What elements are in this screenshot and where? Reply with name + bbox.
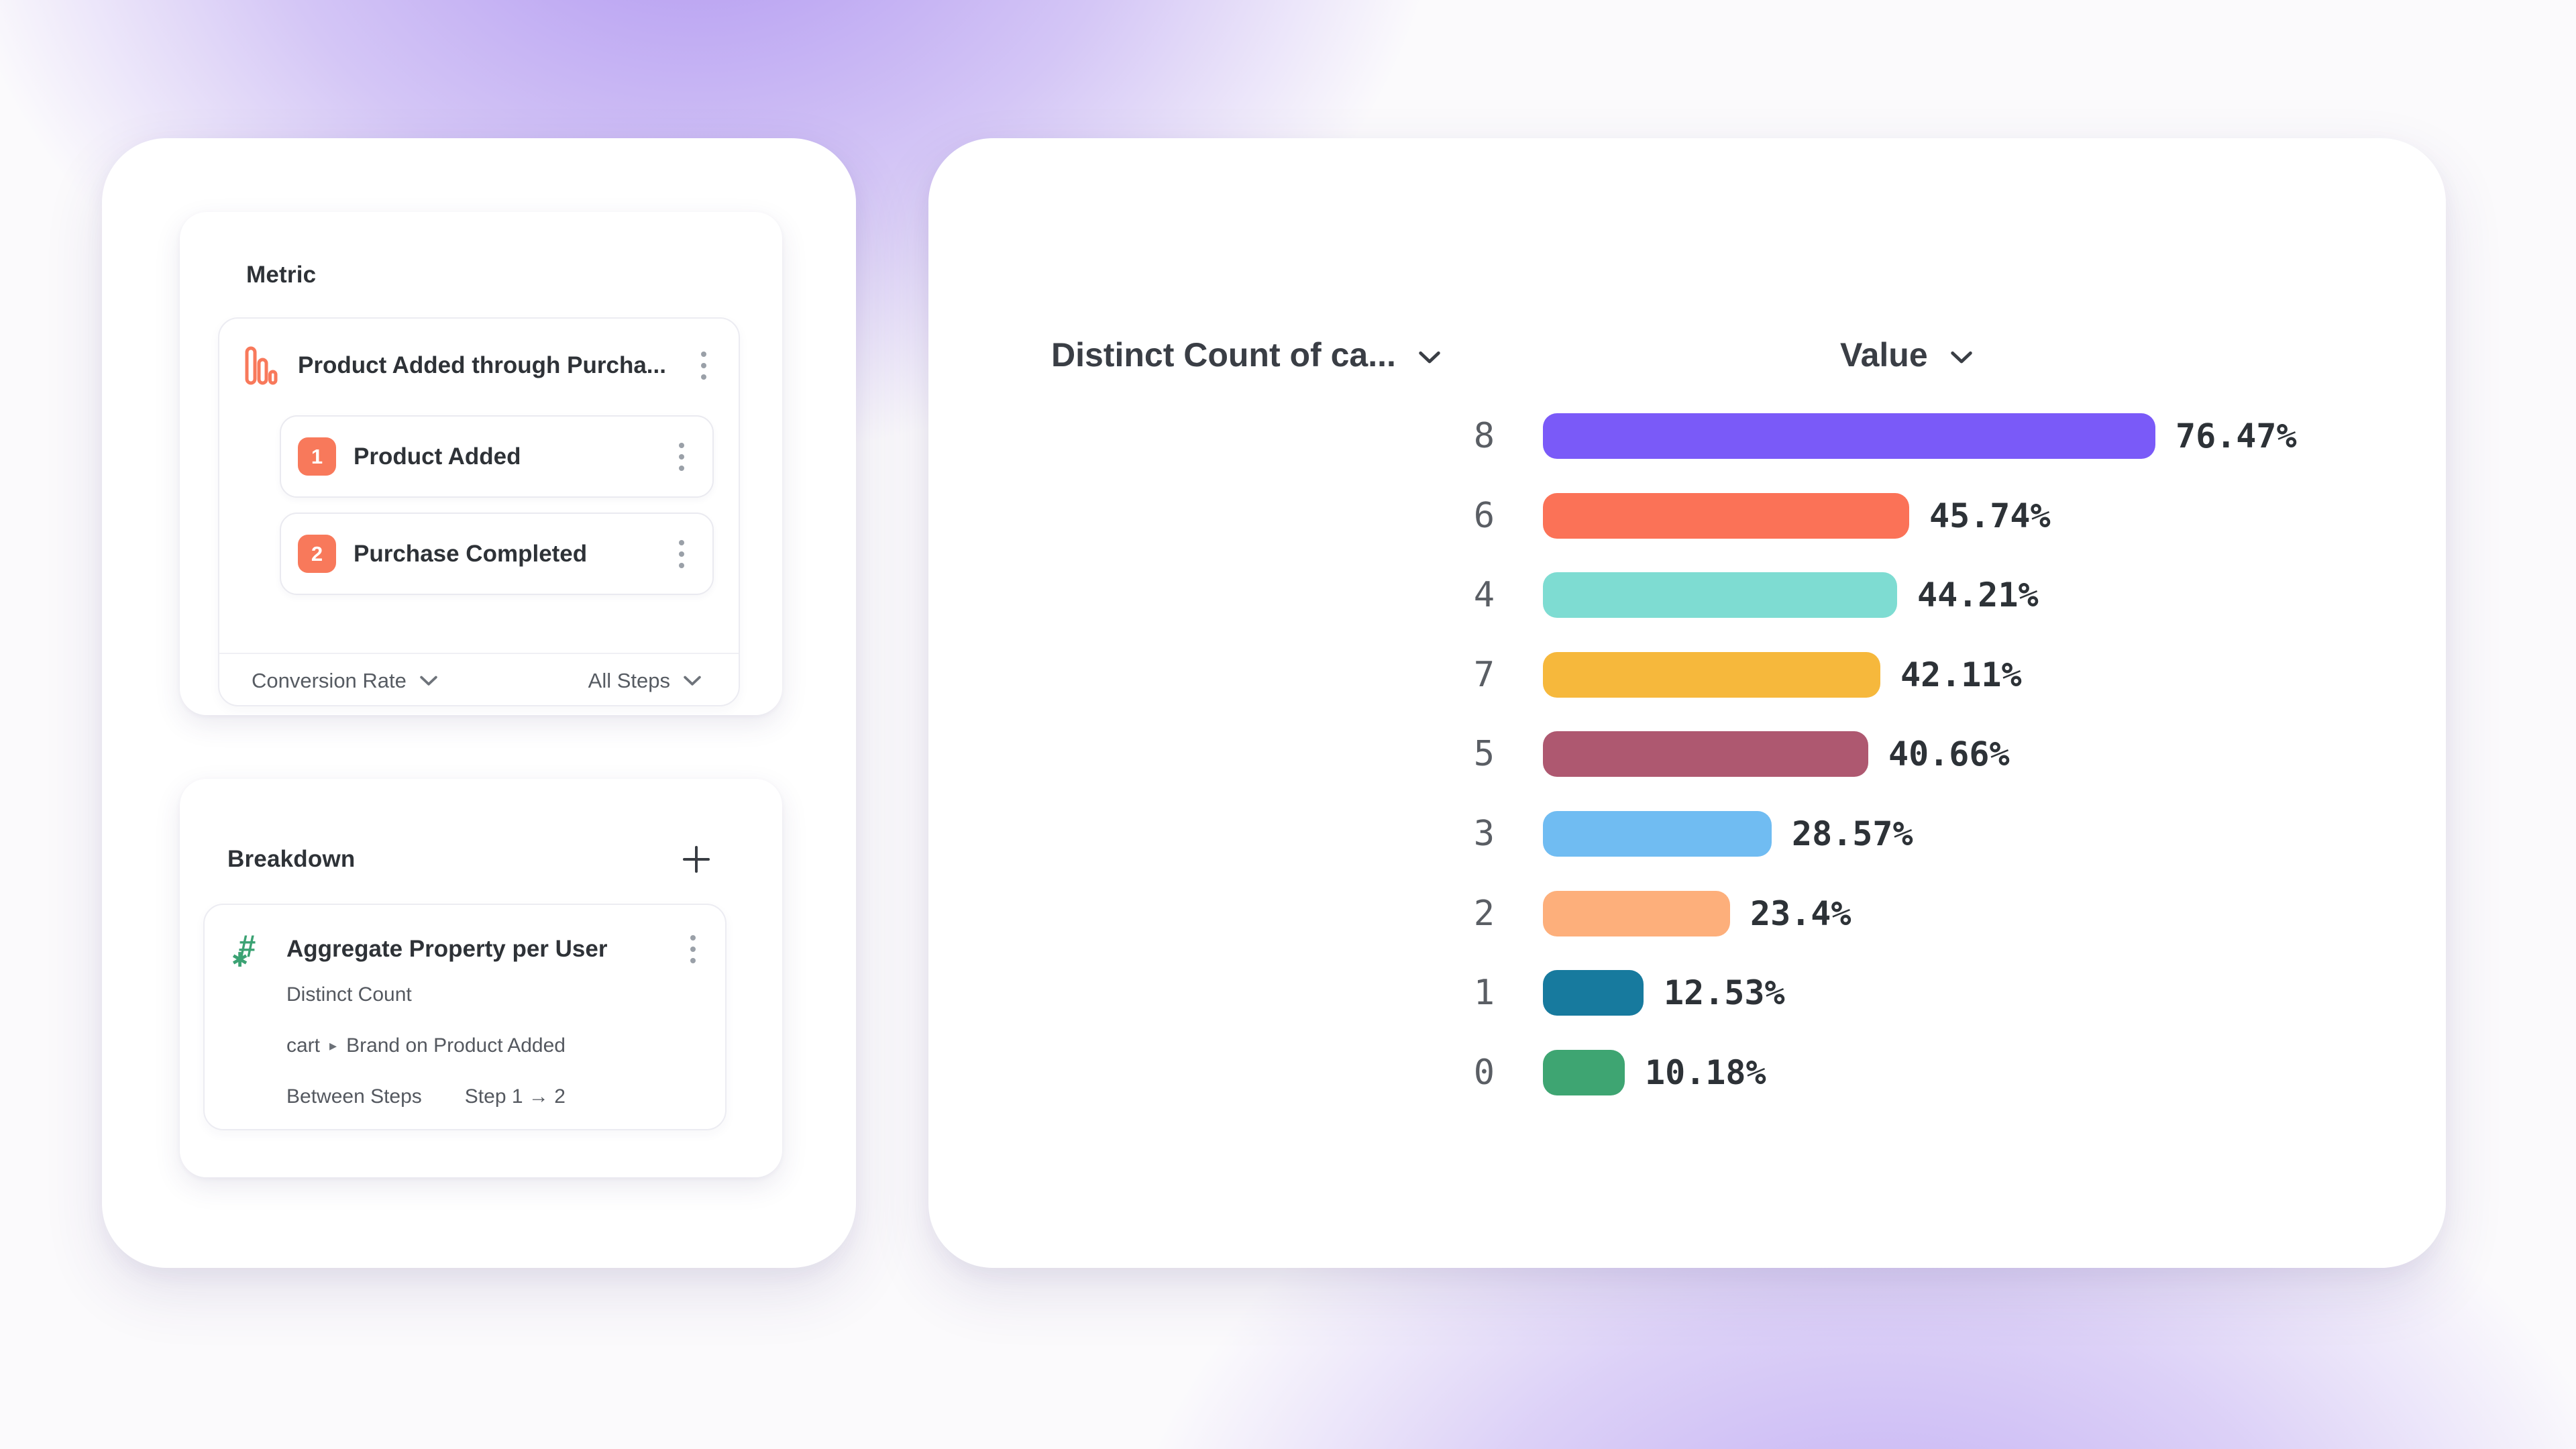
category-label: 1 bbox=[1473, 973, 1495, 1013]
aggregate-number-icon: # ✱ bbox=[231, 928, 256, 971]
bar[interactable] bbox=[1543, 811, 1772, 857]
bar[interactable] bbox=[1543, 731, 1868, 777]
chart-row: 2 23.4% bbox=[928, 891, 2446, 936]
kebab-menu-icon[interactable] bbox=[685, 930, 701, 969]
category-label: 5 bbox=[1473, 734, 1495, 774]
property-parent-label: cart bbox=[286, 1034, 321, 1057]
value-label: 44.21% bbox=[1917, 576, 2039, 614]
measure-dropdown[interactable]: Conversion Rate bbox=[252, 669, 437, 693]
scope-label: Between Steps bbox=[286, 1085, 422, 1108]
bar[interactable] bbox=[1543, 652, 1880, 698]
value-label: 42.11% bbox=[1900, 655, 2022, 694]
bar[interactable] bbox=[1543, 970, 1644, 1016]
divider bbox=[219, 653, 739, 654]
chevron-down-icon bbox=[1419, 351, 1440, 364]
kebab-menu-icon[interactable] bbox=[674, 535, 690, 574]
value-label: 40.66% bbox=[1888, 735, 2010, 773]
scope-value: Step 1 → 2 bbox=[464, 1085, 566, 1108]
config-column-card: Metric Product Added through Purcha... bbox=[102, 138, 856, 1268]
funnel-step-row-2[interactable]: 2 Purchase Completed bbox=[280, 513, 714, 595]
chart-row: 5 40.66% bbox=[928, 731, 2446, 777]
chart-row: 4 44.21% bbox=[928, 572, 2446, 618]
kebab-menu-icon[interactable] bbox=[674, 437, 690, 476]
chart-row: 0 10.18% bbox=[928, 1050, 2446, 1095]
funnel-metric-header[interactable]: Product Added through Purcha... bbox=[219, 319, 739, 413]
category-label: 0 bbox=[1473, 1053, 1495, 1093]
bar[interactable] bbox=[1543, 493, 1909, 539]
breakdown-aggregation-row[interactable]: Distinct Count bbox=[286, 983, 412, 1006]
kebab-menu-icon[interactable] bbox=[696, 346, 712, 385]
step-number-badge: 2 bbox=[298, 535, 336, 573]
category-label: 2 bbox=[1473, 894, 1495, 934]
chart-row: 7 42.11% bbox=[928, 652, 2446, 698]
funnel-bars-icon bbox=[244, 346, 278, 385]
chart-category-header-dropdown[interactable]: Distinct Count of ca... bbox=[1051, 335, 1440, 374]
category-label: 8 bbox=[1473, 416, 1495, 456]
bar[interactable] bbox=[1543, 891, 1730, 936]
step-number-badge: 1 bbox=[298, 437, 336, 476]
aggregation-label: Distinct Count bbox=[286, 983, 412, 1006]
chart-card: Distinct Count of ca... Value 8 76.47% 6… bbox=[928, 138, 2446, 1268]
funnel-metric-title: Product Added through Purcha... bbox=[298, 352, 666, 378]
breakdown-panel: Breakdown # ✱ Aggregate Property per User… bbox=[180, 779, 782, 1177]
add-breakdown-button[interactable] bbox=[678, 841, 715, 878]
value-label: 10.18% bbox=[1645, 1053, 1766, 1092]
measure-dropdown-label: Conversion Rate bbox=[252, 669, 407, 692]
breakdown-scope-row[interactable]: Between Steps Step 1 → 2 bbox=[286, 1085, 566, 1108]
steps-scope-dropdown-label: All Steps bbox=[588, 669, 670, 692]
breakdown-item-header[interactable]: # ✱ Aggregate Property per User bbox=[205, 917, 725, 981]
chart-row: 1 12.53% bbox=[928, 970, 2446, 1016]
bar[interactable] bbox=[1543, 1050, 1625, 1095]
step-label: Purchase Completed bbox=[354, 540, 588, 567]
chart-category-header-label: Distinct Count of ca... bbox=[1051, 336, 1396, 374]
bar[interactable] bbox=[1543, 413, 2155, 459]
category-label: 3 bbox=[1473, 814, 1495, 854]
step-label: Product Added bbox=[354, 443, 521, 470]
plus-icon bbox=[683, 846, 710, 873]
chart-row: 3 28.57% bbox=[928, 811, 2446, 857]
breakdown-item-title: Aggregate Property per User bbox=[286, 936, 608, 962]
chart-value-header-label: Value bbox=[1840, 336, 1928, 374]
category-label: 4 bbox=[1473, 575, 1495, 615]
breakdown-item-card: # ✱ Aggregate Property per User Distinct … bbox=[203, 904, 727, 1130]
chart-row: 8 76.47% bbox=[928, 413, 2446, 459]
bar[interactable] bbox=[1543, 572, 1897, 618]
value-label: 28.57% bbox=[1792, 814, 1913, 853]
breakdown-property-row[interactable]: cart ▸ Brand on Product Added bbox=[286, 1034, 566, 1057]
value-label: 45.74% bbox=[1929, 496, 2051, 535]
value-label: 12.53% bbox=[1664, 973, 1785, 1012]
steps-scope-dropdown[interactable]: All Steps bbox=[588, 669, 701, 693]
category-label: 6 bbox=[1473, 496, 1495, 536]
funnel-footer: Conversion Rate All Steps bbox=[252, 654, 701, 708]
metric-panel-title: Metric bbox=[246, 262, 317, 288]
metric-panel: Metric Product Added through Purcha... bbox=[180, 212, 782, 715]
chevron-down-icon bbox=[420, 676, 437, 686]
chevron-down-icon bbox=[684, 676, 701, 686]
chevron-down-icon bbox=[1950, 351, 1972, 364]
triangle-right-icon: ▸ bbox=[329, 1037, 337, 1054]
chart-value-header-dropdown[interactable]: Value bbox=[1840, 335, 1972, 374]
breakdown-panel-title: Breakdown bbox=[227, 846, 356, 872]
value-label: 76.47% bbox=[2176, 417, 2297, 455]
value-label: 23.4% bbox=[1750, 894, 1851, 933]
chart-row: 6 45.74% bbox=[928, 493, 2446, 539]
funnel-step-row-1[interactable]: 1 Product Added bbox=[280, 415, 714, 498]
property-name-label: Brand on Product Added bbox=[346, 1034, 566, 1057]
funnel-metric-card: Product Added through Purcha... 1 Produc… bbox=[218, 317, 740, 706]
category-label: 7 bbox=[1473, 655, 1495, 695]
